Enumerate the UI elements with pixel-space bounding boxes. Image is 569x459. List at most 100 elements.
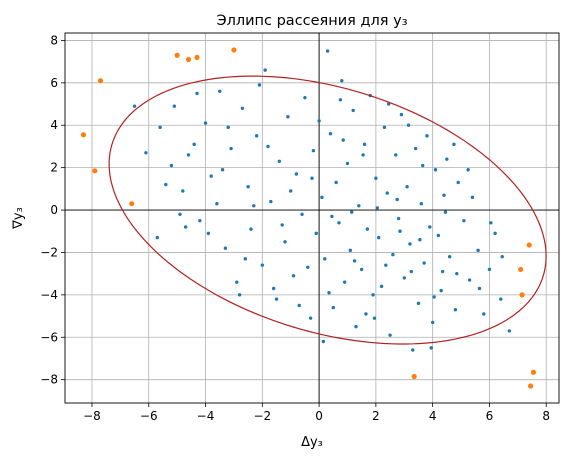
scatter-point-inside xyxy=(405,185,409,189)
scatter-point-inside xyxy=(452,142,456,147)
scatter-point-inside xyxy=(365,227,370,231)
scatter-point-inside xyxy=(164,182,168,187)
scatter-point-inside xyxy=(433,168,438,172)
scatter-point-inside xyxy=(337,221,341,225)
scatter-point-inside xyxy=(229,146,233,151)
scatter-point-inside xyxy=(348,248,353,253)
scatter-point-inside xyxy=(436,233,441,238)
scatter-point-inside xyxy=(308,316,313,320)
scatter-point-outside xyxy=(518,266,524,273)
scatter-point-inside xyxy=(372,316,377,320)
scatter-ellipse xyxy=(108,75,547,345)
scatter-point-inside xyxy=(237,293,242,297)
scatter-point-inside xyxy=(132,104,137,108)
scatter-point-inside xyxy=(382,125,387,130)
scatter-point-inside xyxy=(345,161,350,166)
scatter-point-outside xyxy=(129,201,135,207)
scatter-point-inside xyxy=(172,104,177,108)
scatter-point-inside xyxy=(218,89,222,94)
scatter-point-inside xyxy=(500,254,504,259)
scatter-point-inside xyxy=(456,180,460,185)
scatter-point-inside xyxy=(206,231,211,236)
zero-lines xyxy=(65,33,559,403)
scatter-point-inside xyxy=(321,339,326,344)
scatter-point-inside xyxy=(361,153,365,157)
scatter-point-inside xyxy=(377,235,381,240)
scatter-point-inside xyxy=(269,199,273,204)
scatter-point-outside xyxy=(526,242,532,248)
scatter-point-inside xyxy=(192,142,196,147)
scatter-point-inside xyxy=(314,231,318,236)
scatter-point-inside xyxy=(428,225,432,229)
scatter-point-outside xyxy=(530,369,537,375)
scatter-point-inside xyxy=(394,153,398,157)
scatter-point-inside xyxy=(240,106,245,110)
scatter-point-inside xyxy=(297,303,301,308)
scatter-point-inside xyxy=(466,168,470,172)
scatter-point-inside xyxy=(223,246,228,250)
scatter-point-outside xyxy=(80,132,87,138)
scatter-point-inside xyxy=(323,257,327,261)
x-tick-label: −6 xyxy=(140,409,158,423)
scatter-point-inside xyxy=(338,98,343,102)
scatter-point-inside xyxy=(280,223,284,227)
scatter-point-inside xyxy=(330,214,334,219)
chart-title: Эллипс рассеяния для y₃ xyxy=(216,13,407,29)
scatter-point-inside xyxy=(354,324,358,329)
scatter-point-inside xyxy=(408,242,412,246)
y-axis-ticks: −8 −6 −4 −2 0 2 4 6 8 xyxy=(40,33,65,387)
scatter-point-inside xyxy=(283,240,287,244)
x-axis-label: Δy₃ xyxy=(301,435,323,450)
y-tick-label: −2 xyxy=(40,245,58,259)
scatter-point-inside xyxy=(402,276,406,280)
scatter-point-inside xyxy=(327,291,331,295)
scatter-point-inside xyxy=(215,201,219,206)
scatter-point-inside xyxy=(254,134,259,138)
x-tick-label: −4 xyxy=(197,409,215,423)
scatter-point-inside xyxy=(429,346,433,350)
scatter-point-inside xyxy=(447,254,452,259)
scatter-point-inside xyxy=(263,68,267,72)
scatter-point-inside xyxy=(286,115,290,119)
x-tick-label: 4 xyxy=(429,409,437,423)
scatter-point-inside xyxy=(317,119,321,123)
scatter-point-inside xyxy=(246,185,250,189)
scatter-point-inside xyxy=(384,263,388,267)
scatter-point-inside xyxy=(386,102,391,106)
scatter-point-inside xyxy=(385,191,389,195)
scatter-point-inside xyxy=(421,163,425,168)
scatter-point-inside xyxy=(375,206,379,210)
scatter-point-outside xyxy=(97,78,104,84)
scatter-point-inside xyxy=(178,212,182,216)
scatter-point-inside xyxy=(351,108,355,113)
scatter-point-inside xyxy=(277,159,282,163)
scatter-point-inside xyxy=(291,274,296,278)
scatter-point-inside xyxy=(209,174,213,178)
scatter-point-inside xyxy=(507,329,512,333)
scatter-point-inside xyxy=(249,227,253,231)
scatter-point-inside xyxy=(418,238,422,242)
scatter-point-inside xyxy=(425,134,429,138)
scatter-point-inside xyxy=(440,269,445,274)
y-tick-label: −8 xyxy=(40,373,58,387)
scatter-point-inside xyxy=(487,267,492,272)
scatter-point-inside xyxy=(419,201,424,206)
scatter-point-inside xyxy=(260,263,265,267)
x-tick-label: −8 xyxy=(83,409,101,423)
points-outside xyxy=(80,47,537,389)
scatter-point-inside xyxy=(289,189,293,193)
scatter-point-inside xyxy=(306,265,310,269)
scatter-point-inside xyxy=(493,231,497,236)
scatter-point-outside xyxy=(174,52,180,58)
scatter-point-inside xyxy=(396,216,401,221)
scatter-point-inside xyxy=(439,288,443,293)
scatter-point-inside xyxy=(331,305,335,310)
scatter-point-inside xyxy=(499,297,503,301)
scatter-point-inside xyxy=(398,229,402,233)
points-inside xyxy=(132,49,512,352)
scatter-point-inside xyxy=(195,91,199,96)
scatter-point-inside xyxy=(274,297,279,301)
y-tick-label: −4 xyxy=(40,288,58,302)
scatter-point-inside xyxy=(294,172,299,176)
